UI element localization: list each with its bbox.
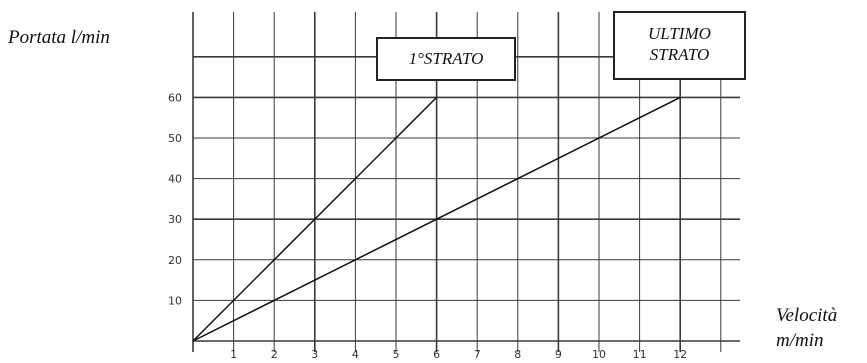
annotation-last-layer-line1: ULTIMO — [648, 24, 711, 43]
series-line-first-layer — [192, 96, 438, 342]
x-tick-label: 9 — [555, 348, 562, 361]
x-tick-label: 4 — [352, 348, 359, 361]
x-tick-label: 10 — [592, 348, 606, 361]
annotation-last-layer-line2: STRATO — [649, 45, 710, 64]
x-axis-label-line2: m/min — [776, 330, 824, 351]
series-line-last-layer — [192, 96, 681, 342]
x-tick-label: 3 — [311, 348, 318, 361]
annotation-last-layer: ULTIMO STRATO — [613, 11, 746, 80]
x-tick-label: 7 — [474, 348, 481, 361]
x-tick-label: 12 — [673, 348, 687, 361]
y-axis-label: Portata l/min — [8, 27, 110, 48]
series-lines — [192, 96, 681, 342]
annotation-first-layer: 1°STRATO — [376, 37, 516, 81]
y-tick-label: 20 — [168, 254, 182, 267]
y-tick-label: 60 — [168, 91, 182, 104]
x-tick-label: 2 — [271, 348, 278, 361]
y-tick-label: 10 — [168, 294, 182, 307]
x-axis-label: Velocità m/min — [776, 303, 866, 353]
y-tick-label: 30 — [168, 213, 182, 226]
x-tick-label: 6 — [433, 348, 440, 361]
x-tick-label: 5 — [393, 348, 400, 361]
x-axis-label-line1: Velocità — [776, 305, 838, 326]
y-tick-label: 40 — [168, 173, 182, 186]
x-tick-label: 11 — [633, 348, 647, 361]
x-tick-label: 1 — [230, 348, 237, 361]
y-tick-label: 50 — [168, 132, 182, 145]
x-tick-label: 8 — [514, 348, 521, 361]
